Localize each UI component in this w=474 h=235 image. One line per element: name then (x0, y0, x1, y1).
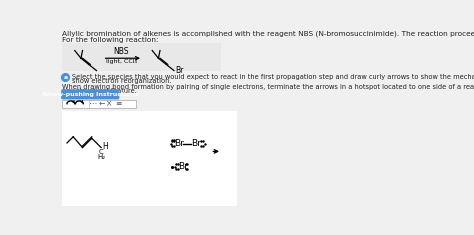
FancyBboxPatch shape (63, 43, 221, 70)
FancyBboxPatch shape (63, 111, 237, 206)
Text: H: H (103, 142, 109, 151)
Text: Select the species that you would expect to react in the first propagation step : Select the species that you would expect… (72, 74, 474, 80)
Text: light, CCl₄: light, CCl₄ (106, 59, 137, 64)
Text: For the following reaction:: For the following reaction: (63, 37, 159, 43)
Text: ⋯: ⋯ (89, 99, 98, 108)
Text: Arrow-pushing Instructions: Arrow-pushing Instructions (42, 92, 138, 97)
Text: Br: Br (191, 139, 201, 148)
Text: NBS: NBS (113, 47, 129, 56)
Text: Br: Br (174, 139, 184, 148)
Text: Br: Br (178, 162, 188, 171)
Text: ×: × (107, 99, 113, 108)
Text: ≡: ≡ (115, 99, 121, 108)
Text: show electron reorganization.: show electron reorganization. (72, 78, 171, 84)
Text: a: a (64, 75, 67, 80)
FancyBboxPatch shape (63, 100, 136, 108)
Text: any structural feature.: any structural feature. (63, 88, 137, 94)
Text: Allylic bromination of alkenes is accomplished with the reagent NBS (N-bromosucc: Allylic bromination of alkenes is accomp… (63, 31, 474, 37)
Text: When drawing bond formation by pairing of single electrons, terminate the arrows: When drawing bond formation by pairing o… (63, 84, 474, 90)
Text: C: C (99, 149, 103, 155)
Text: Br: Br (175, 66, 184, 75)
Text: ←: ← (99, 99, 105, 108)
FancyBboxPatch shape (61, 89, 119, 99)
Circle shape (62, 74, 69, 81)
Text: H₂: H₂ (97, 154, 105, 160)
